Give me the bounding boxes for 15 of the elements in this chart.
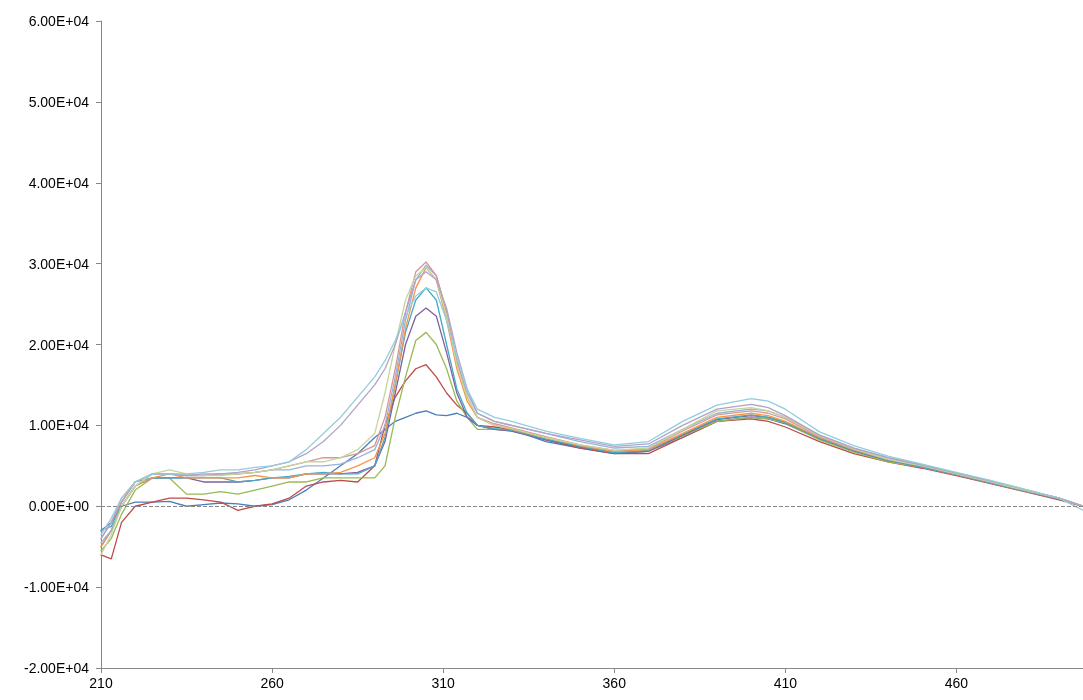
y-tick-label: 2.00E+04 — [28, 336, 90, 353]
y-tick-label: 4.00E+04 — [28, 174, 90, 191]
x-tick-label: 410 — [773, 675, 798, 691]
y-tick-label: -2.00E+04 — [24, 660, 90, 676]
y-tick-label: -1.00E+04 — [24, 579, 90, 596]
y-tick-label: 3.00E+04 — [28, 255, 90, 272]
x-tick-label: 460 — [944, 675, 969, 691]
x-tick-label: 210 — [89, 675, 113, 691]
y-tick-label: 5.00E+04 — [28, 93, 90, 110]
x-tick-label: 360 — [602, 675, 627, 691]
x-tick-label: 260 — [260, 675, 284, 691]
x-tick-label: 310 — [431, 675, 456, 691]
y-tick-label: 0.00E+00 — [28, 498, 90, 515]
y-tick-label: 1.00E+04 — [28, 417, 90, 434]
y-tick-label: 6.00E+04 — [28, 13, 90, 29]
